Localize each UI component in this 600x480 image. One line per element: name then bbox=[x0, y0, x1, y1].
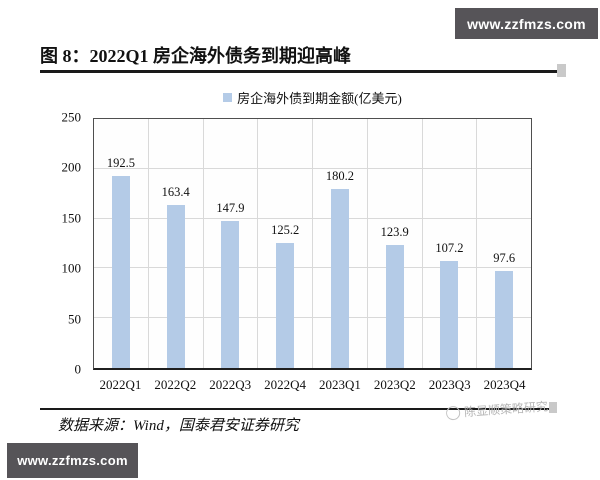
top-site-banner: www.zzfmzs.com bbox=[455, 8, 598, 39]
bar-2022Q2 bbox=[166, 205, 185, 368]
data-source-note: 数据来源：Wind，国泰君安证券研究 bbox=[58, 418, 299, 434]
figure-title: 图 8：2022Q1 房企海外债务到期迎高峰 bbox=[40, 46, 351, 66]
legend-label: 房企海外债到期金额(亿美元) bbox=[237, 90, 402, 106]
y-tick-150: 150 bbox=[61, 210, 82, 226]
y-tick-0: 0 bbox=[74, 361, 82, 377]
y-tick-250: 250 bbox=[61, 109, 82, 125]
y-tick-100: 100 bbox=[61, 260, 82, 276]
category-cell-2022Q2: 163.4 bbox=[149, 119, 204, 368]
bottom-site-url: www.zzfmzs.com bbox=[17, 453, 128, 468]
x-tick-2023Q2: 2023Q2 bbox=[373, 377, 416, 392]
footer-divider bbox=[40, 408, 549, 410]
category-cell-2023Q1: 180.2 bbox=[313, 119, 368, 368]
bar-2023Q2 bbox=[385, 244, 404, 368]
bar-value-2022Q4: 125.2 bbox=[271, 223, 300, 238]
title-divider bbox=[40, 70, 557, 73]
category-cell-2023Q4: 97.6 bbox=[477, 119, 531, 368]
x-tick-2022Q2: 2022Q2 bbox=[154, 377, 197, 392]
y-axis-tick-labels: 0 50 100 150 200 250 bbox=[40, 111, 87, 376]
bar-2022Q1 bbox=[111, 176, 130, 368]
bottom-site-banner: www.zzfmzs.com bbox=[7, 443, 138, 478]
bar-2022Q3 bbox=[221, 220, 240, 368]
plot-area: 192.5 163.4 147.9 125.2 180.2 123.9 107.2 97.6 bbox=[93, 118, 532, 370]
x-tick-2023Q3: 2023Q3 bbox=[428, 377, 471, 392]
bar-value-2022Q2: 163.4 bbox=[161, 185, 190, 200]
watermark-text: 陈显顺策略研究 bbox=[463, 399, 549, 420]
chart-legend: 房企海外债到期金额(亿美元) bbox=[93, 88, 532, 106]
x-tick-2022Q3: 2022Q3 bbox=[209, 377, 252, 392]
bar-value-2023Q3: 107.2 bbox=[435, 241, 464, 256]
category-cell-2023Q3: 107.2 bbox=[423, 119, 478, 368]
x-tick-2022Q1: 2022Q1 bbox=[99, 377, 142, 392]
category-cell-2022Q1: 192.5 bbox=[94, 119, 149, 368]
watermark-logo-icon bbox=[445, 405, 461, 421]
watermark: 陈显顺策略研究 bbox=[445, 397, 549, 421]
title-divider-endcap bbox=[557, 64, 566, 77]
x-tick-2023Q1: 2023Q1 bbox=[318, 377, 361, 392]
bar-value-2022Q1: 192.5 bbox=[106, 156, 135, 171]
bar-2023Q3 bbox=[440, 261, 459, 368]
category-cell-2022Q4: 125.2 bbox=[258, 119, 313, 368]
bar-series: 192.5 163.4 147.9 125.2 180.2 123.9 107.2 97.6 bbox=[94, 119, 531, 368]
x-tick-2023Q4: 2023Q4 bbox=[483, 377, 526, 392]
legend-marker-icon bbox=[223, 92, 233, 102]
y-tick-200: 200 bbox=[61, 159, 82, 175]
y-tick-50: 50 bbox=[68, 311, 81, 327]
bar-2022Q4 bbox=[276, 243, 295, 368]
category-cell-2023Q2: 123.9 bbox=[368, 119, 423, 368]
x-axis-tick-labels: 2022Q1 2022Q2 2022Q3 2022Q4 2023Q1 2023Q2 2023… bbox=[93, 377, 532, 393]
x-tick-2022Q4: 2022Q4 bbox=[264, 377, 306, 392]
bar-value-2023Q4: 97.6 bbox=[493, 250, 516, 265]
bar-value-2023Q1: 180.2 bbox=[325, 168, 354, 183]
bar-value-2022Q3: 147.9 bbox=[216, 200, 245, 215]
bar-2023Q4 bbox=[495, 270, 514, 368]
bar-2023Q1 bbox=[330, 188, 349, 368]
category-cell-2022Q3: 147.9 bbox=[204, 119, 259, 368]
top-site-url: www.zzfmzs.com bbox=[467, 15, 586, 32]
bar-value-2023Q2: 123.9 bbox=[380, 224, 409, 239]
footer-divider-endcap bbox=[549, 402, 557, 413]
